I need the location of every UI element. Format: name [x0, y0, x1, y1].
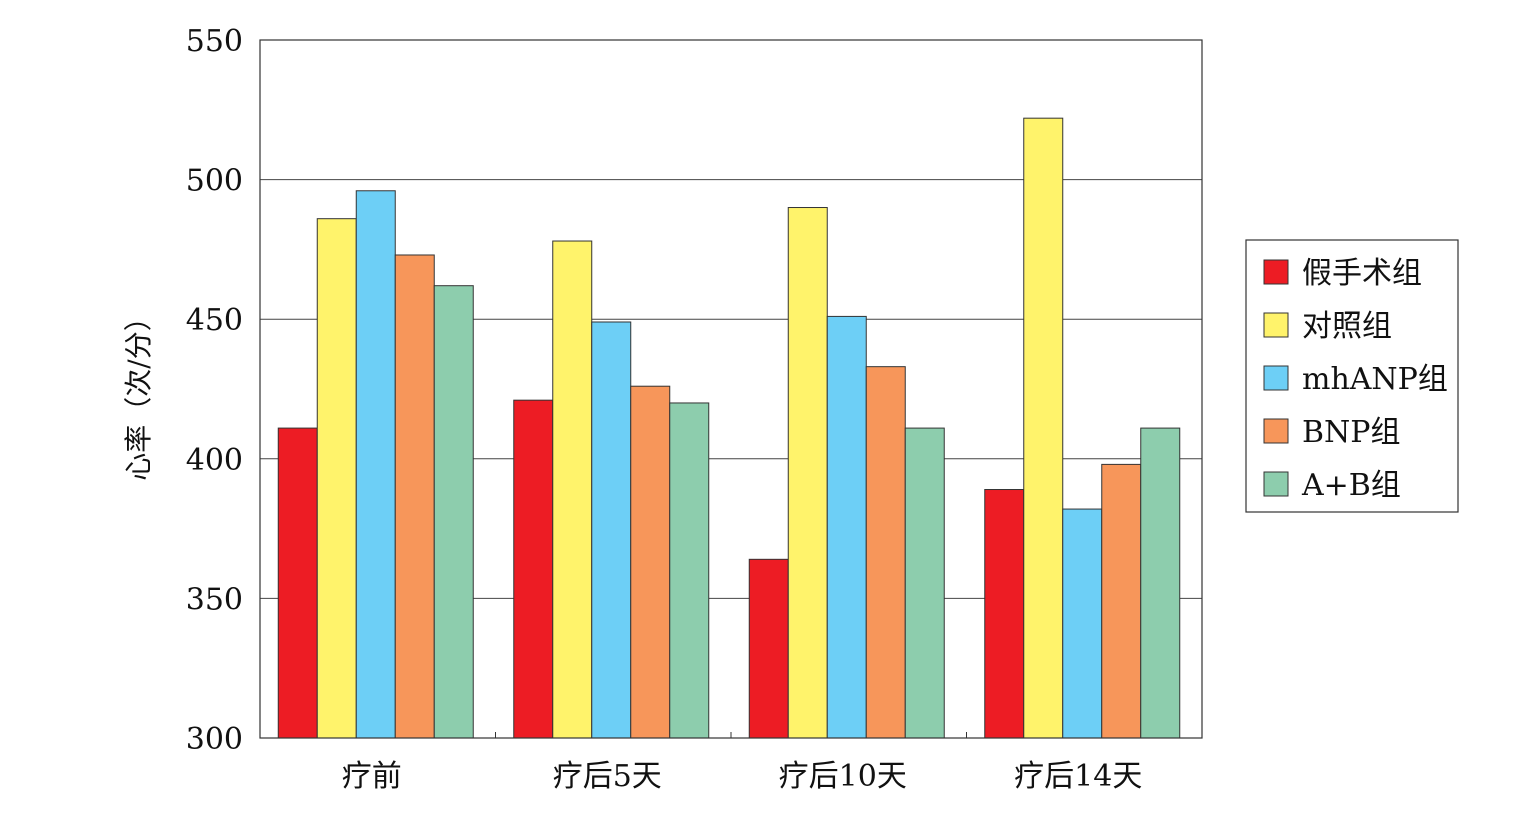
bar	[787, 207, 828, 739]
bar	[669, 402, 710, 739]
y-axis-label: 心率（次/分）	[122, 303, 155, 480]
bar	[513, 399, 554, 739]
bar	[1101, 463, 1142, 739]
y-tick-label: 350	[186, 582, 243, 617]
bars	[277, 117, 1181, 739]
y-tick-label: 450	[186, 303, 243, 338]
legend-label: A+B组	[1301, 468, 1401, 503]
x-tick-label: 疗后14天	[1014, 759, 1142, 794]
y-tick-label: 300	[186, 722, 243, 757]
legend-label: 假手术组	[1302, 256, 1422, 291]
bar	[748, 558, 789, 739]
bar	[355, 190, 396, 739]
bar	[984, 489, 1025, 739]
legend-swatch	[1263, 312, 1289, 338]
bar	[826, 315, 867, 739]
bar	[865, 366, 906, 739]
legend-swatch	[1263, 259, 1289, 285]
x-tick-label: 疗后10天	[779, 759, 907, 794]
bar	[433, 285, 474, 739]
y-tick-label: 400	[186, 443, 243, 478]
x-axis-ticks: 疗前 疗后5天 疗后10天 疗后14天	[342, 732, 1142, 794]
bar	[316, 218, 357, 739]
y-tick-label: 550	[186, 24, 243, 59]
legend-swatch	[1263, 365, 1289, 391]
y-tick-label: 500	[186, 164, 243, 199]
legend-label: 对照组	[1302, 309, 1392, 344]
bar	[394, 254, 435, 739]
bar	[277, 427, 318, 739]
bar	[1062, 508, 1103, 739]
x-tick-label: 疗后5天	[553, 759, 662, 794]
y-axis-ticks: 300 350 400 450 500 550	[186, 24, 243, 757]
bar	[552, 240, 593, 739]
bar	[1140, 427, 1181, 739]
bar	[1023, 117, 1064, 739]
legend-label: mhANP组	[1302, 362, 1448, 397]
legend-label: BNP组	[1302, 415, 1400, 450]
x-tick-label: 疗前	[342, 759, 402, 794]
legend-swatch	[1263, 418, 1289, 444]
bar	[904, 427, 945, 739]
legend-swatch	[1263, 471, 1289, 497]
bar	[591, 321, 632, 739]
bar	[630, 385, 671, 739]
